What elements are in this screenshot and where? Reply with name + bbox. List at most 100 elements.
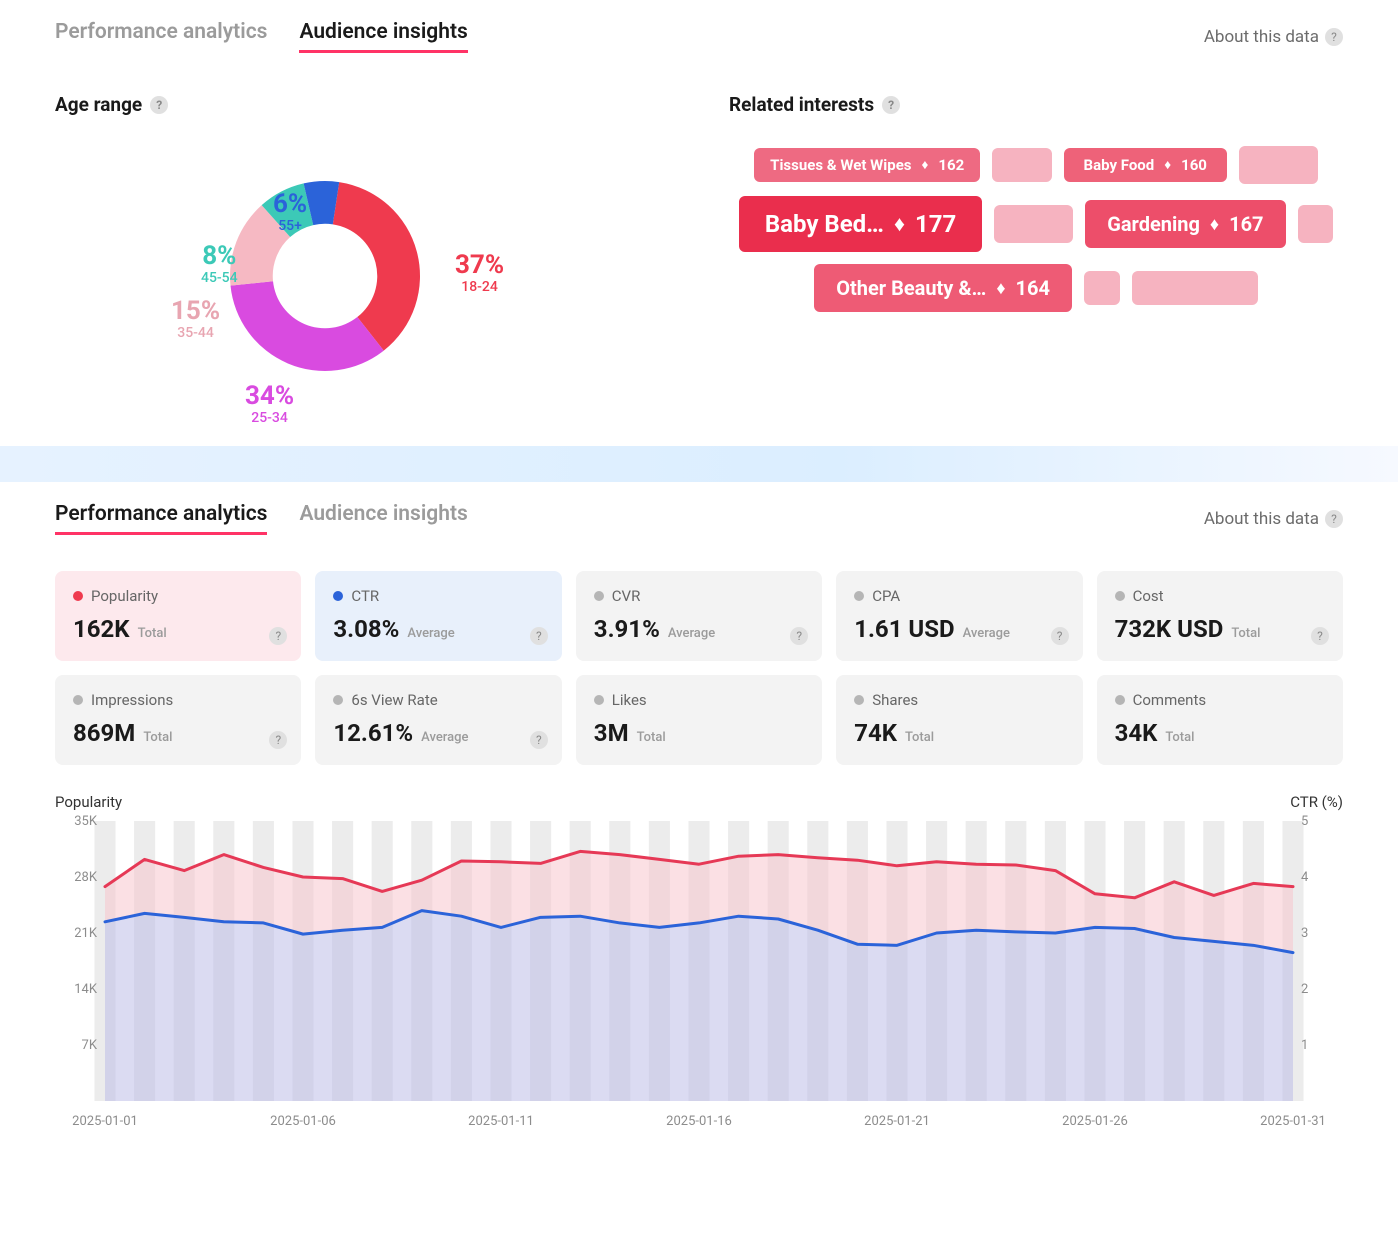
chip-score: 162 <box>938 156 964 174</box>
metric-subtitle: Average <box>668 626 715 641</box>
x-tick: 2025-01-21 <box>864 1114 930 1129</box>
metric-value: 869M <box>73 719 135 747</box>
donut-label: 15%35-44 <box>171 297 220 341</box>
x-tick: 2025-01-01 <box>72 1114 138 1129</box>
performance-section: Performance analytics Audience insights … <box>0 482 1398 1161</box>
tab-audience-insights[interactable]: Audience insights <box>299 20 467 53</box>
metric-card[interactable]: Cost 732K USD Total ? <box>1097 571 1343 661</box>
interest-chip-placeholder: x <box>1298 205 1334 243</box>
metric-value: 162K <box>73 615 130 643</box>
age-range-panel: Age range ? 37%18-2434%25-3415%35-448%45… <box>55 93 669 416</box>
tab-audience-insights[interactable]: Audience insights <box>299 502 467 535</box>
metric-dot-icon <box>854 695 864 705</box>
metric-dot-icon <box>1115 591 1125 601</box>
donut-segment[interactable] <box>230 281 383 371</box>
x-tick: 2025-01-26 <box>1062 1114 1128 1129</box>
x-tick: 2025-01-06 <box>270 1114 336 1129</box>
about-this-data-link[interactable]: About this data ? <box>1204 509 1343 529</box>
fire-icon: ♦ <box>1210 214 1219 235</box>
chip-label: Baby Bed… <box>765 210 884 238</box>
tab-performance-analytics[interactable]: Performance analytics <box>55 502 267 535</box>
help-icon[interactable]: ? <box>530 627 548 645</box>
metric-dot-icon <box>594 695 604 705</box>
chart-left-axis-label: Popularity <box>55 793 122 811</box>
metric-name: Cost <box>1133 587 1164 605</box>
chip-score: 164 <box>1016 276 1050 300</box>
metric-card[interactable]: Popularity 162K Total ? <box>55 571 301 661</box>
metric-subtitle: Total <box>138 626 167 641</box>
metric-card[interactable]: 6s View Rate 12.61% Average ? <box>315 675 561 765</box>
y-right-tick: 2 <box>1301 982 1308 997</box>
section-divider <box>0 446 1398 482</box>
metric-name: Likes <box>612 691 647 709</box>
metric-card[interactable]: Shares 74K Total <box>836 675 1082 765</box>
metric-name: Comments <box>1133 691 1207 709</box>
metric-dot-icon <box>73 695 83 705</box>
metric-name: CTR <box>351 587 379 605</box>
metric-dot-icon <box>594 591 604 601</box>
y-left-tick: 14K <box>74 982 98 997</box>
fire-icon: ♦ <box>1164 157 1171 173</box>
interest-chip-placeholder: xx <box>992 148 1051 182</box>
metric-card[interactable]: CTR 3.08% Average ? <box>315 571 561 661</box>
chip-score: 160 <box>1181 156 1207 174</box>
bottom-tabs: Performance analytics Audience insights … <box>55 502 1343 547</box>
help-icon: ? <box>1325 510 1343 528</box>
interest-chip[interactable]: Baby Bed…♦177 <box>739 196 983 252</box>
help-icon[interactable]: ? <box>1311 627 1329 645</box>
metric-name: CPA <box>872 587 900 605</box>
y-left-tick: 7K <box>82 1038 98 1053</box>
help-icon[interactable]: ? <box>150 96 168 114</box>
metric-card[interactable]: CVR 3.91% Average ? <box>576 571 822 661</box>
donut-label: 6%55+ <box>273 190 307 234</box>
metric-card[interactable]: Impressions 869M Total ? <box>55 675 301 765</box>
metric-value: 3M <box>594 719 629 747</box>
chip-score: 167 <box>1229 212 1263 236</box>
about-label: About this data <box>1204 27 1319 47</box>
metric-value: 1.61 USD <box>854 615 954 643</box>
metric-card[interactable]: Comments 34K Total <box>1097 675 1343 765</box>
metric-card[interactable]: Likes 3M Total <box>576 675 822 765</box>
y-left-tick: 28K <box>74 870 98 885</box>
help-icon[interactable]: ? <box>882 96 900 114</box>
about-this-data-link[interactable]: About this data ? <box>1204 27 1343 47</box>
metric-name: Shares <box>872 691 918 709</box>
help-icon[interactable]: ? <box>269 731 287 749</box>
metric-card[interactable]: CPA 1.61 USD Average ? <box>836 571 1082 661</box>
tab-performance-analytics[interactable]: Performance analytics <box>55 20 267 53</box>
metric-dot-icon <box>1115 695 1125 705</box>
age-range-donut: 37%18-2434%25-3415%35-448%45-546%55+ <box>115 136 535 416</box>
metric-subtitle: Total <box>905 730 934 745</box>
interest-chip[interactable]: Baby Food♦160 <box>1064 148 1227 182</box>
metric-subtitle: Average <box>421 730 468 745</box>
metric-value: 74K <box>854 719 897 747</box>
top-tabs: Performance analytics Audience insights … <box>55 20 1343 65</box>
y-right-tick: 1 <box>1301 1038 1308 1053</box>
interest-chip[interactable]: Gardening ♦ 167 <box>1085 200 1285 248</box>
interest-chip-placeholder: x <box>1084 271 1120 305</box>
x-tick: 2025-01-16 <box>666 1114 732 1129</box>
help-icon[interactable]: ? <box>1051 627 1069 645</box>
about-label: About this data <box>1204 509 1319 529</box>
chip-label: Tissues & Wet Wipes <box>770 156 911 174</box>
chip-label: Gardening <box>1107 212 1200 236</box>
y-left-tick: 21K <box>74 926 98 941</box>
fire-icon: ♦ <box>922 157 929 173</box>
metric-value: 3.08% <box>333 615 399 643</box>
donut-chart <box>215 166 435 386</box>
chip-label: Other Beauty &… <box>836 276 986 300</box>
audience-section: Performance analytics Audience insights … <box>0 0 1398 416</box>
help-icon[interactable]: ? <box>790 627 808 645</box>
help-icon: ? <box>1325 28 1343 46</box>
metric-name: Popularity <box>91 587 158 605</box>
help-icon[interactable]: ? <box>530 731 548 749</box>
interest-chip-placeholder: xxx <box>994 205 1073 243</box>
interest-chip[interactable]: Other Beauty &…♦164 <box>814 264 1072 312</box>
metric-value: 12.61% <box>333 719 413 747</box>
metric-dot-icon <box>854 591 864 601</box>
interest-chip[interactable]: Tissues & Wet Wipes ♦ 162 <box>754 148 980 182</box>
metric-name: CVR <box>612 587 641 605</box>
metric-subtitle: Total <box>143 730 172 745</box>
metric-subtitle: Average <box>963 626 1010 641</box>
help-icon[interactable]: ? <box>269 627 287 645</box>
